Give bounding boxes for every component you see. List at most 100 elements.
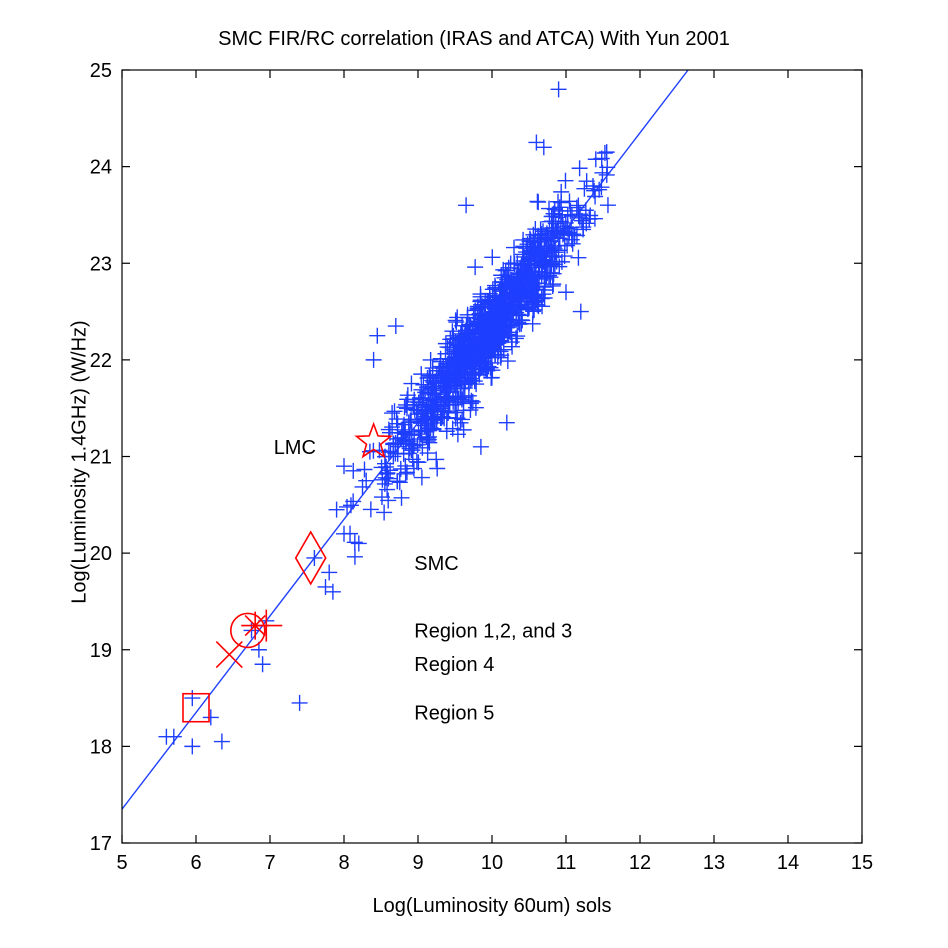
data-point xyxy=(399,387,416,404)
data-point xyxy=(165,728,182,745)
data-point xyxy=(575,221,592,238)
data-point xyxy=(342,497,359,514)
data-point xyxy=(437,335,454,352)
data-point xyxy=(396,399,413,416)
data-point xyxy=(419,430,436,447)
data-point xyxy=(469,317,486,334)
data-point xyxy=(467,399,484,416)
data-point xyxy=(529,287,546,304)
y-tick-label: 24 xyxy=(90,157,112,179)
smc-diamond-marker xyxy=(294,530,327,586)
data-point xyxy=(535,245,552,262)
data-point xyxy=(435,380,452,397)
data-point xyxy=(436,410,453,427)
data-point xyxy=(306,549,323,566)
data-point xyxy=(504,338,521,355)
annotations-layer: LMC SMC Region 1,2, and 3 Region 4 Region 5 xyxy=(274,437,573,725)
x-tick-label: 7 xyxy=(264,852,275,874)
data-point xyxy=(354,478,371,495)
data-point xyxy=(484,311,501,328)
plus-marker xyxy=(250,609,283,642)
data-point xyxy=(473,320,490,337)
data-point xyxy=(557,172,574,189)
data-point xyxy=(563,231,580,248)
data-point xyxy=(441,339,458,356)
data-point xyxy=(391,474,408,491)
y-tick-label: 22 xyxy=(90,350,112,372)
data-point xyxy=(336,458,352,475)
data-point xyxy=(254,656,271,673)
data-point xyxy=(403,375,420,392)
data-point xyxy=(386,403,403,420)
data-point xyxy=(510,314,527,331)
region-1-2-and-3-circle-marker xyxy=(230,612,266,649)
data-point xyxy=(324,583,341,600)
data-point xyxy=(471,366,488,383)
annotation-label: Region 4 xyxy=(414,654,494,676)
data-point xyxy=(452,325,469,342)
data-point xyxy=(593,179,610,196)
data-point xyxy=(568,199,585,216)
data-point xyxy=(250,641,267,658)
data-point xyxy=(442,373,459,390)
data-point xyxy=(423,385,440,402)
data-point xyxy=(452,414,469,431)
data-point xyxy=(504,284,521,301)
data-point xyxy=(529,193,546,210)
data-point xyxy=(461,346,478,363)
data-point xyxy=(339,498,356,515)
data-point xyxy=(291,694,308,711)
data-point xyxy=(450,390,467,407)
data-point xyxy=(429,408,446,425)
annotation-label: Region 5 xyxy=(414,703,494,725)
data-point xyxy=(450,364,467,381)
data-point xyxy=(389,473,406,490)
data-point xyxy=(202,709,219,726)
data-point xyxy=(506,239,523,256)
data-points-layer xyxy=(158,81,616,755)
data-point xyxy=(356,461,373,478)
data-point xyxy=(498,414,515,431)
data-point xyxy=(402,412,419,429)
data-point xyxy=(587,151,604,168)
data-point xyxy=(417,405,434,422)
data-point xyxy=(406,393,423,410)
data-point xyxy=(387,318,404,335)
data-point xyxy=(413,469,430,486)
data-point xyxy=(428,451,445,468)
y-tick-label: 18 xyxy=(90,736,112,758)
data-point xyxy=(422,369,439,386)
x-tick-label: 12 xyxy=(629,852,651,874)
annotation-label: LMC xyxy=(274,437,316,459)
data-point xyxy=(448,314,465,331)
y-tick-label: 23 xyxy=(90,253,112,275)
y-tick-label: 19 xyxy=(90,640,112,662)
data-point xyxy=(455,421,472,438)
data-point xyxy=(467,302,484,319)
data-point xyxy=(535,139,552,156)
region-5-square-marker xyxy=(182,692,210,723)
data-point xyxy=(463,392,480,409)
data-point xyxy=(596,144,613,161)
data-point xyxy=(578,173,595,190)
data-point xyxy=(517,266,534,283)
y-tick-label: 25 xyxy=(90,60,112,82)
data-point xyxy=(424,360,441,377)
data-point xyxy=(598,166,615,183)
y-tick-label: 20 xyxy=(90,543,112,565)
lmc-star-marker xyxy=(354,421,393,459)
axes-layer: 5 6 7 8 9 10 11 12 13 14 15 17 18 19 20 21 22 23 24 25 xyxy=(90,60,873,874)
data-point xyxy=(556,248,573,265)
data-point xyxy=(410,454,427,471)
data-point xyxy=(526,234,543,251)
data-point xyxy=(350,535,367,552)
data-point xyxy=(519,253,536,270)
data-point xyxy=(558,284,574,301)
data-point xyxy=(484,249,501,266)
data-point xyxy=(576,180,593,197)
data-point xyxy=(493,289,510,306)
chart-title: SMC FIR/RC correlation (IRAS and ATCA) W… xyxy=(218,28,730,50)
data-point xyxy=(530,227,547,244)
data-point xyxy=(389,415,406,432)
